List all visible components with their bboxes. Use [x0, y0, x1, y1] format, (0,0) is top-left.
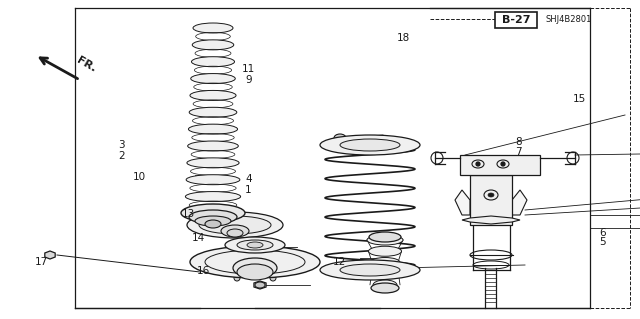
Ellipse shape [193, 23, 233, 33]
Ellipse shape [333, 137, 377, 149]
Text: 8: 8 [515, 137, 522, 147]
Text: 14: 14 [192, 233, 205, 243]
Text: 10: 10 [133, 172, 146, 182]
Ellipse shape [340, 264, 400, 276]
Text: FR.: FR. [75, 56, 98, 74]
Ellipse shape [234, 275, 240, 281]
Ellipse shape [186, 175, 240, 185]
Text: 6: 6 [600, 228, 606, 238]
Ellipse shape [186, 192, 241, 202]
Polygon shape [45, 251, 55, 259]
Ellipse shape [371, 269, 399, 279]
Ellipse shape [181, 204, 245, 222]
Ellipse shape [190, 90, 236, 100]
Ellipse shape [205, 220, 221, 228]
Bar [495, 12, 537, 28]
Ellipse shape [188, 124, 237, 134]
Ellipse shape [476, 162, 480, 166]
Ellipse shape [334, 134, 346, 142]
Ellipse shape [247, 242, 263, 248]
Bar [460, 155, 540, 175]
Ellipse shape [225, 237, 285, 253]
Text: 9: 9 [245, 75, 252, 85]
Text: B-27: B-27 [502, 15, 531, 25]
Ellipse shape [187, 212, 283, 238]
Ellipse shape [191, 74, 236, 84]
Text: 7: 7 [515, 146, 522, 157]
Text: 5: 5 [600, 237, 606, 248]
Ellipse shape [187, 158, 239, 168]
Bar [470, 175, 512, 225]
Ellipse shape [373, 280, 397, 290]
Text: 18: 18 [397, 33, 410, 43]
Ellipse shape [190, 246, 320, 278]
Text: 11: 11 [242, 63, 255, 74]
Ellipse shape [199, 216, 271, 234]
Ellipse shape [320, 135, 420, 155]
Text: 1: 1 [245, 185, 252, 195]
Ellipse shape [189, 107, 237, 117]
Text: 12: 12 [333, 256, 346, 267]
Ellipse shape [370, 257, 400, 268]
Ellipse shape [191, 57, 234, 67]
Ellipse shape [205, 250, 305, 274]
Ellipse shape [340, 139, 400, 151]
Ellipse shape [237, 264, 273, 280]
Text: 16: 16 [197, 266, 210, 276]
Ellipse shape [227, 229, 243, 237]
Text: 4: 4 [245, 174, 252, 184]
Ellipse shape [188, 141, 238, 151]
Ellipse shape [195, 216, 231, 226]
Ellipse shape [237, 240, 273, 250]
Text: 3: 3 [118, 140, 125, 150]
Text: 15: 15 [573, 94, 586, 104]
Ellipse shape [233, 258, 277, 278]
Text: 17: 17 [35, 256, 48, 267]
Polygon shape [455, 190, 470, 215]
Ellipse shape [221, 225, 249, 237]
Polygon shape [462, 216, 520, 224]
Ellipse shape [488, 193, 494, 197]
Ellipse shape [192, 40, 234, 50]
Ellipse shape [371, 283, 399, 293]
Ellipse shape [255, 282, 265, 288]
Text: 2: 2 [118, 151, 125, 161]
Ellipse shape [189, 210, 237, 224]
Ellipse shape [270, 275, 276, 281]
Text: 13: 13 [182, 209, 195, 219]
Ellipse shape [320, 260, 420, 280]
Ellipse shape [369, 246, 401, 256]
Text: SHJ4B2801: SHJ4B2801 [545, 14, 591, 24]
Ellipse shape [369, 232, 401, 242]
Polygon shape [254, 281, 266, 289]
Polygon shape [512, 190, 527, 215]
Ellipse shape [367, 235, 403, 245]
Ellipse shape [501, 162, 505, 166]
